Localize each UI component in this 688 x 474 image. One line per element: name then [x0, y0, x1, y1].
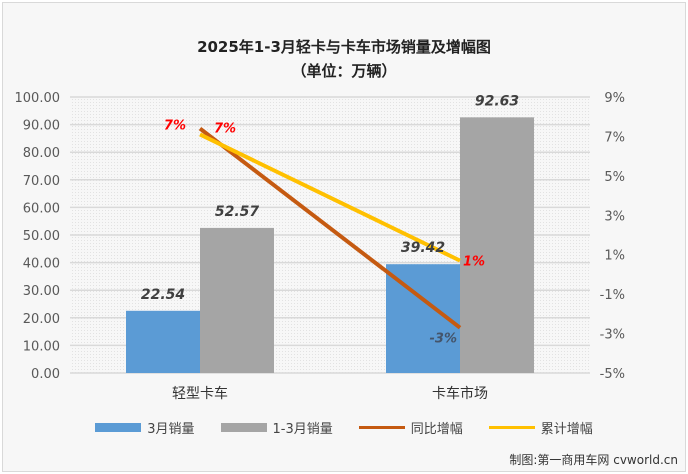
credit: 制图:第一商用车网 cvworld.cn	[509, 453, 678, 467]
y-right-tick: 5%	[604, 170, 625, 185]
legend-label: 1-3月销量	[272, 422, 333, 437]
chart-subtitle: （单位：万辆）	[291, 62, 397, 80]
legend-item-march: 3月销量	[95, 418, 195, 437]
legend-item-q1: 1-3月销量	[220, 418, 333, 437]
bar	[126, 310, 200, 373]
y-left-tick: 40.00	[23, 257, 60, 272]
bar-data-label: 39.42	[401, 240, 445, 256]
line-series	[198, 126, 462, 330]
legend-label: 同比增幅	[410, 422, 463, 437]
line-data-label: 7%	[214, 122, 236, 137]
legend-label: 3月销量	[147, 422, 195, 437]
bar	[460, 117, 534, 373]
y-right-tick: 9%	[604, 91, 625, 106]
line-data-label: 1%	[463, 255, 485, 270]
y-right-tick: 1%	[604, 249, 625, 264]
y-left-tick: 90.00	[23, 119, 60, 134]
y-left-tick: 20.00	[23, 312, 60, 327]
line-data-label: 7%	[164, 118, 186, 133]
y-right-tick: -1%	[600, 288, 625, 303]
y-left-tick: 0.00	[31, 367, 60, 382]
y-left-tick: 50.00	[23, 229, 60, 244]
x-tick: 轻型卡车	[172, 385, 228, 402]
x-tick: 卡车市场	[432, 385, 488, 402]
chart-title: 2025年1-3月轻卡与卡车市场销量及增幅图	[197, 38, 491, 56]
bar-data-label: 52.57	[215, 204, 260, 220]
y-right-tick: 3%	[604, 209, 625, 224]
line-data-label: -3%	[430, 332, 457, 347]
line-series	[199, 132, 461, 263]
y-right-tick: -5%	[600, 367, 625, 382]
y-left-tick: 70.00	[23, 174, 60, 189]
bar	[200, 227, 274, 373]
y-left-tick: 30.00	[23, 284, 60, 299]
y-left-tick: 10.00	[23, 339, 60, 354]
bar-data-label: 22.54	[141, 287, 185, 303]
legend-item-yoy: 同比增幅	[358, 418, 463, 437]
bar-data-label: 92.63	[475, 93, 519, 109]
legend-item-cum: 累计增幅	[488, 418, 593, 437]
legend: 3月销量 1-3月销量 同比增幅 累计增幅	[0, 418, 688, 437]
y-left-tick: 100.00	[15, 91, 61, 106]
y-right-tick: 7%	[604, 130, 625, 145]
y-left-tick: 60.00	[23, 201, 60, 216]
y-left-tick: 80.00	[23, 146, 60, 161]
legend-label: 累计增幅	[540, 422, 593, 437]
y-right-tick: -3%	[600, 328, 625, 343]
